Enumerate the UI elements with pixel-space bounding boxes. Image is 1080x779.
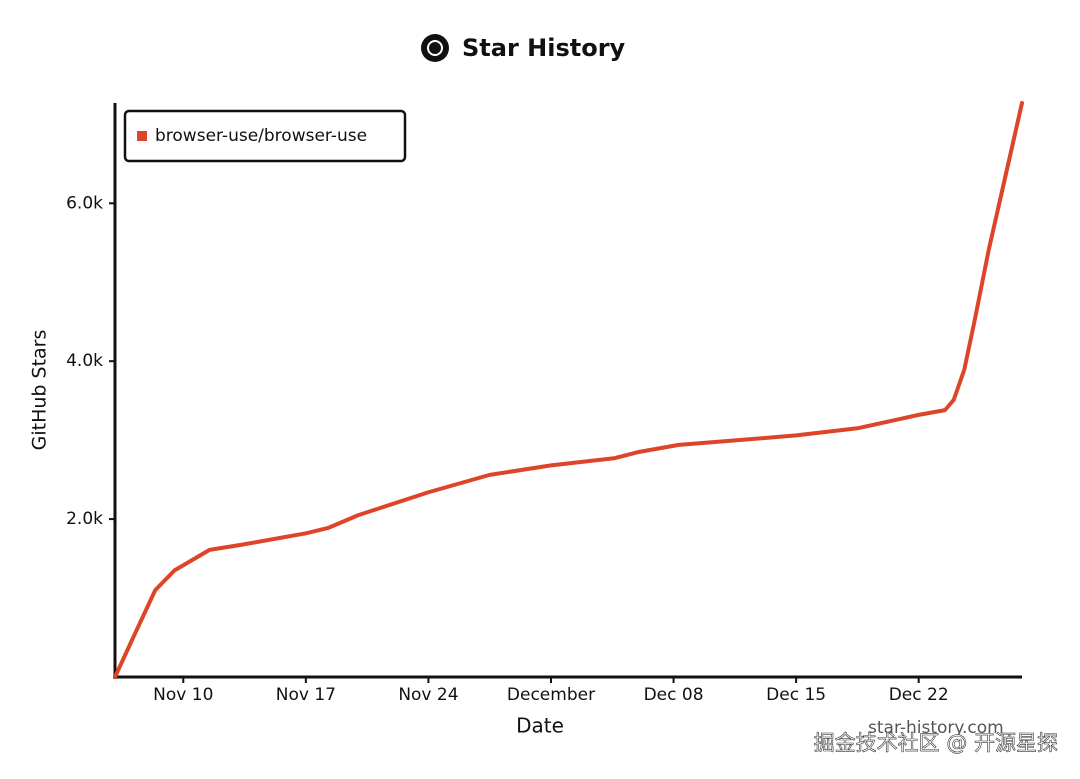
x-tick-label: December (507, 685, 595, 705)
x-tick-label: Dec 15 (766, 685, 826, 705)
legend-box (123, 109, 407, 163)
logo (421, 34, 449, 62)
x-tick-label: Nov 10 (153, 685, 213, 705)
y-tick-label: 4.0k (66, 351, 103, 371)
legend-label: browser-use/browser-use (155, 126, 367, 146)
legend-swatch (137, 131, 147, 141)
x-tick-label: Dec 22 (889, 685, 949, 705)
y-tick-label: 6.0k (66, 193, 103, 213)
y-axis-label: GitHub Stars (29, 330, 51, 451)
credit: 掘金技术社区 @ 开源星探 (814, 731, 1058, 755)
series-line (113, 101, 1024, 679)
x-axis-label: Date (516, 714, 564, 738)
x-tick-label: Nov 17 (276, 685, 336, 705)
logo-mark (427, 40, 443, 56)
x-tick-label: Dec 08 (644, 685, 704, 705)
x-tick-label: Nov 24 (398, 685, 458, 705)
watermark: star-history.com (868, 718, 1004, 738)
chart-title: Star History (462, 34, 626, 62)
y-tick-label: 2.0k (66, 509, 103, 529)
